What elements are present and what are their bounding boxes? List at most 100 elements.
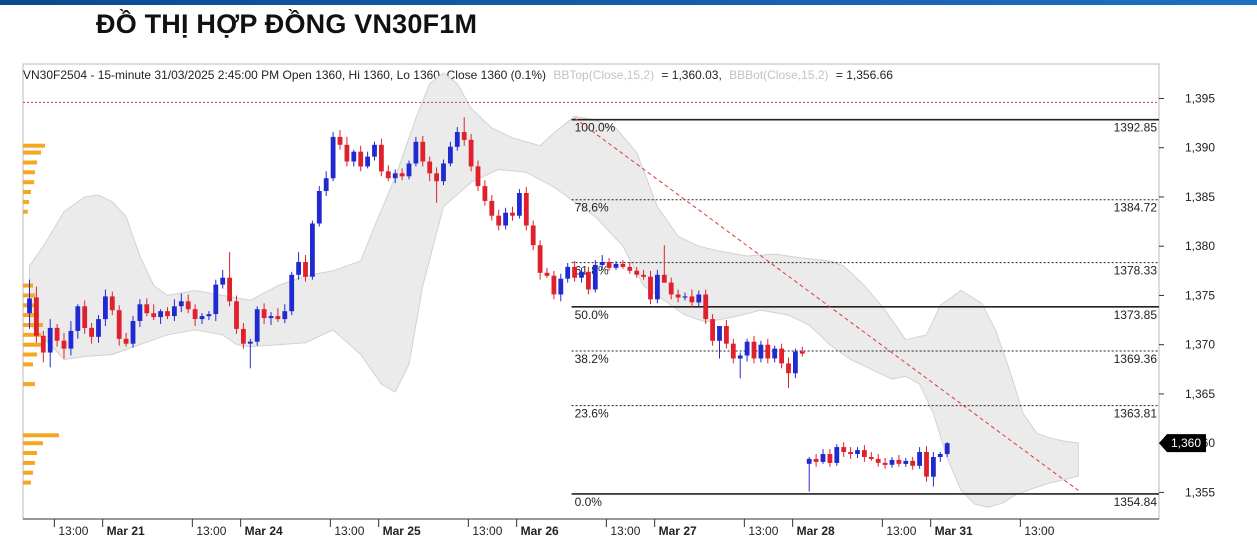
candle	[875, 454, 881, 467]
candle	[144, 298, 150, 317]
info-bbtop-label: BBTop(Close,15,2)	[553, 68, 654, 82]
candle-body	[944, 443, 950, 454]
candle	[565, 262, 571, 283]
candle-body	[882, 462, 888, 465]
candle-body	[703, 294, 709, 320]
candle	[247, 338, 253, 369]
candle-body	[330, 136, 336, 179]
candle	[468, 133, 474, 172]
candle	[27, 279, 32, 329]
candle-body	[744, 341, 750, 356]
candle	[579, 267, 584, 283]
candle-body	[40, 335, 46, 353]
candle	[178, 293, 184, 313]
candle-body	[123, 338, 129, 344]
candle-body	[682, 296, 688, 298]
trend-line	[574, 117, 1079, 491]
candle	[234, 295, 239, 334]
candle	[806, 456, 812, 492]
candle-body	[896, 459, 902, 464]
candle	[730, 338, 736, 364]
candle-body	[406, 163, 412, 177]
candle	[220, 269, 226, 289]
candle	[793, 348, 798, 379]
candle	[282, 304, 288, 324]
candle-body	[862, 450, 867, 457]
candle	[475, 160, 481, 192]
candle-body	[441, 163, 446, 182]
candle-body	[254, 309, 260, 342]
candle	[310, 220, 315, 280]
candle	[413, 136, 419, 167]
candle-body	[889, 459, 895, 465]
candle	[889, 456, 895, 468]
candle-body	[793, 351, 798, 374]
candle-body	[68, 330, 74, 349]
candle-body	[620, 263, 626, 267]
candle	[848, 447, 853, 459]
candle	[365, 151, 370, 169]
candle-body	[903, 460, 909, 464]
y-tick-label: 1,395	[1185, 91, 1215, 105]
candle-body	[358, 151, 364, 167]
candle	[448, 141, 453, 167]
candle-body	[544, 272, 550, 276]
volume-profile-bar	[23, 433, 59, 438]
candle-body	[475, 166, 481, 187]
y-axis: 1,395 1,390 1,385 1,380 1,375 1,370 1,365 1,360…	[1159, 91, 1215, 499]
candle-body	[717, 326, 722, 341]
x-tick-label: 13:00	[748, 524, 778, 538]
candle-body	[468, 139, 474, 167]
candle	[613, 260, 619, 270]
candle-body	[227, 277, 232, 302]
candle	[40, 330, 46, 363]
candle-body	[178, 301, 184, 307]
candle	[420, 135, 426, 167]
candle	[441, 159, 446, 186]
candle-body	[496, 215, 502, 226]
candle-body	[385, 171, 391, 179]
candle	[241, 323, 246, 349]
candle-body	[247, 341, 253, 344]
candle-body	[434, 173, 439, 182]
candle-body	[730, 343, 736, 359]
candle-body	[661, 274, 667, 283]
candle	[523, 187, 529, 231]
candle	[868, 452, 874, 461]
candle-body	[185, 301, 191, 310]
candle-body	[724, 326, 729, 344]
fib-price-label: 1373.85	[1114, 308, 1158, 322]
candle	[620, 259, 626, 269]
candle-body	[655, 274, 660, 300]
candle-body	[365, 156, 370, 167]
candle-body	[523, 193, 529, 226]
candle-body	[323, 178, 329, 191]
candle	[779, 343, 784, 369]
candle	[337, 129, 343, 150]
volume-profile-bar	[23, 190, 31, 194]
candle-body	[399, 173, 405, 177]
candle-body	[151, 313, 157, 318]
candle-body	[261, 309, 267, 319]
candle-body	[54, 327, 60, 341]
fib-pct-label: 78.6%	[575, 201, 609, 215]
candle-body	[565, 266, 571, 279]
candle-body	[220, 277, 226, 285]
x-tick-label: 13:00	[196, 524, 226, 538]
y-tick-label: 1,370	[1185, 338, 1215, 352]
candle-body	[116, 310, 122, 339]
candle	[213, 279, 219, 322]
candle	[510, 206, 515, 221]
x-tick-label: 13:00	[886, 524, 916, 538]
candle-body	[351, 151, 357, 162]
candle-body	[613, 263, 619, 268]
candle-body	[848, 452, 853, 454]
candle	[703, 289, 709, 324]
candle-body	[448, 146, 453, 164]
candle-body	[144, 304, 150, 314]
candle	[910, 456, 916, 470]
candle	[530, 220, 536, 251]
candle-body	[910, 460, 916, 466]
